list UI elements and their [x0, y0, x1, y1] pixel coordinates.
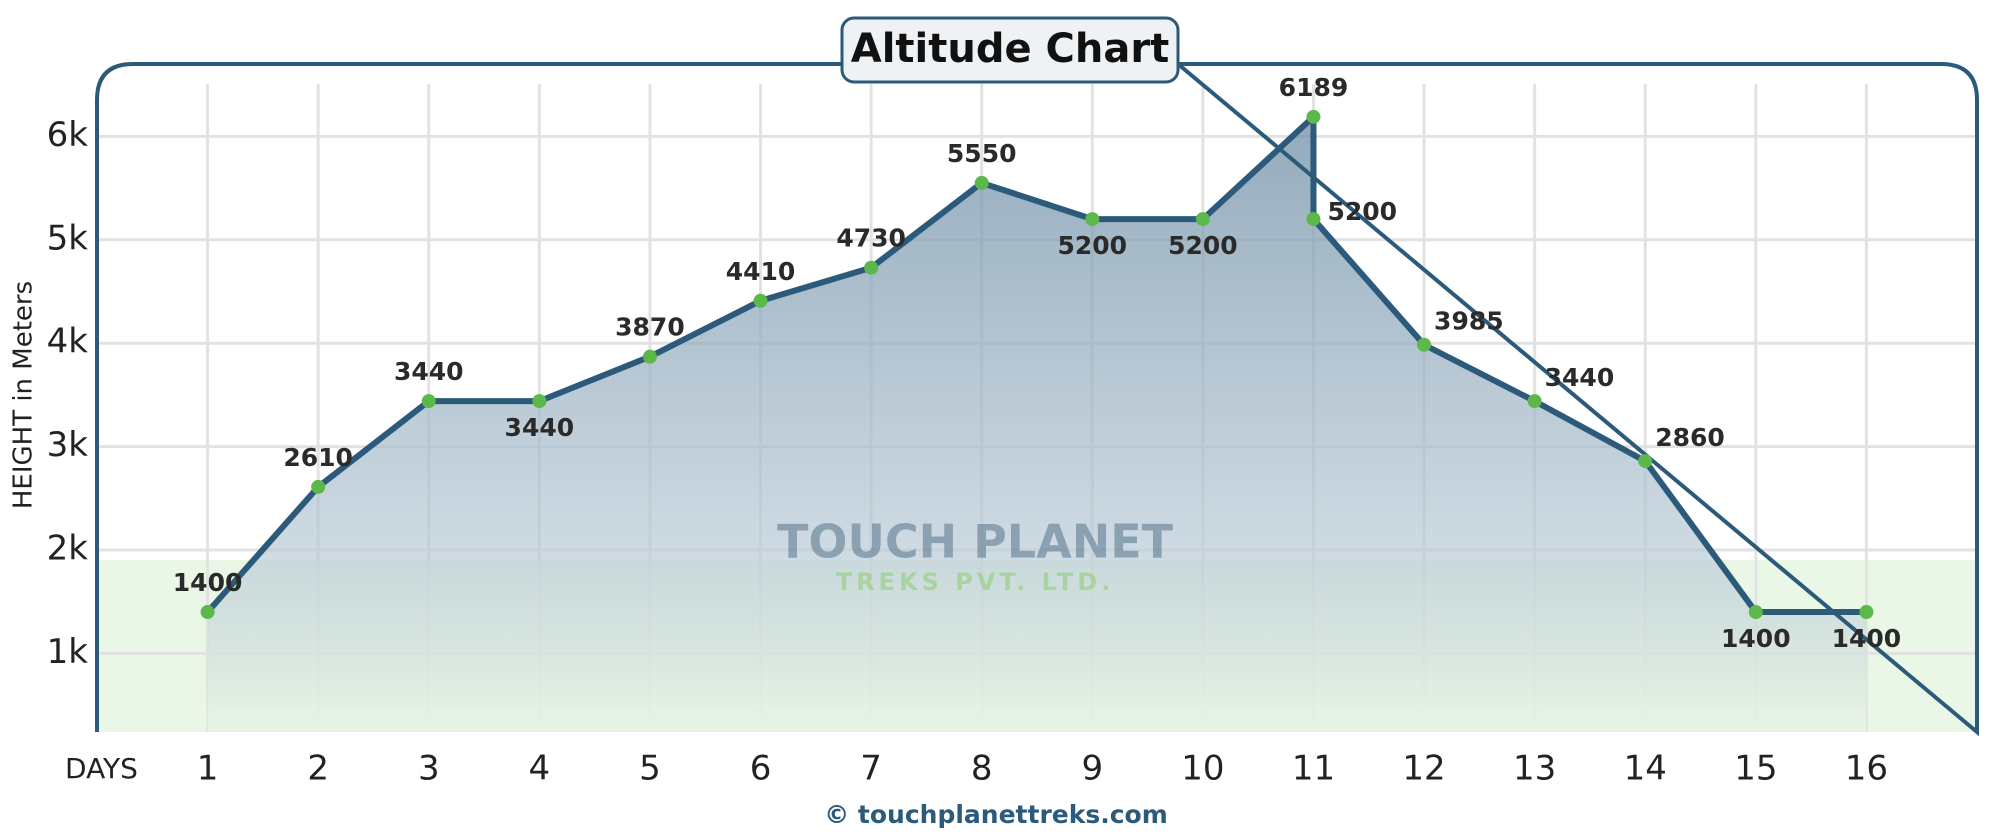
data-label: 5200	[1327, 197, 1397, 226]
marks: 1400 2610 3440 3440 3870 4410 4730 5550 5200 5200…	[173, 73, 1901, 653]
point	[1195, 212, 1210, 227]
point	[864, 260, 879, 275]
point	[974, 175, 989, 190]
area-layer	[207, 116, 1867, 732]
data-label: 1400	[1832, 624, 1902, 653]
x-tick-label: 16	[1845, 749, 1888, 789]
title-box	[840, 16, 1180, 84]
point	[532, 394, 547, 409]
point	[1417, 337, 1432, 352]
point	[642, 349, 657, 364]
point	[1638, 454, 1653, 469]
data-label: 2860	[1655, 423, 1725, 452]
data-label: 4730	[836, 224, 906, 253]
x-tick-label: 2	[307, 749, 329, 789]
data-label: 5550	[947, 139, 1017, 168]
x-tick-label: 12	[1402, 749, 1445, 789]
data-label: 4410	[726, 257, 796, 286]
chart-title: Altitude Chart	[851, 26, 1169, 72]
point	[1306, 212, 1321, 227]
frame	[95, 62, 1979, 737]
point	[1527, 394, 1542, 409]
x-tick-label: 1	[197, 749, 219, 789]
data-label: 3985	[1434, 307, 1504, 336]
y-tick-label: 3k	[47, 425, 89, 465]
data-label: 3440	[505, 413, 575, 442]
point	[1748, 605, 1763, 620]
area-fill	[207, 116, 1867, 732]
data-label: 3870	[615, 313, 685, 342]
data-label: 5200	[1057, 231, 1127, 260]
watermark: TOUCH PLANET	[777, 515, 1174, 569]
x-tick-label: 15	[1734, 749, 1777, 789]
point	[753, 293, 768, 308]
y-tick-label: 2k	[47, 529, 89, 569]
x-tick-label: 10	[1181, 749, 1224, 789]
x-axis-label: DAYS	[65, 752, 138, 785]
x-tick-label: 9	[1081, 749, 1103, 789]
x-tick-label: 5	[639, 749, 661, 789]
x-tick-label: 8	[971, 749, 993, 789]
watermark-sub: TREKS PVT. LTD.	[836, 568, 1115, 596]
x-tick-label: 3	[418, 749, 440, 789]
point	[200, 605, 215, 620]
y-tick-label: 6k	[47, 115, 89, 155]
y-tick-label: 4k	[47, 322, 89, 362]
data-label: 1400	[173, 568, 243, 597]
data-label: 1400	[1721, 624, 1791, 653]
x-tick-label: 4	[529, 749, 551, 789]
data-label: 5200	[1168, 231, 1238, 260]
data-label: 3440	[1545, 363, 1615, 392]
y-tick-label: 1k	[47, 632, 89, 672]
x-tick-label: 13	[1513, 749, 1556, 789]
point	[311, 479, 326, 494]
point	[1306, 109, 1321, 124]
data-label: 2610	[283, 443, 353, 472]
x-tick-label: 6	[750, 749, 772, 789]
point	[1085, 212, 1100, 227]
point	[421, 394, 436, 409]
footer: © touchplanettreks.com	[824, 800, 1168, 829]
data-label: 6189	[1279, 73, 1349, 102]
data-label: 3440	[394, 357, 464, 386]
point	[1859, 605, 1874, 620]
x-tick-label: 11	[1292, 749, 1335, 789]
x-tick-label: 7	[860, 749, 882, 789]
y-tick-label: 5k	[47, 218, 89, 258]
x-tick-label: 14	[1624, 749, 1667, 789]
y-axis-label: HEIGHT in Meters	[9, 281, 39, 509]
